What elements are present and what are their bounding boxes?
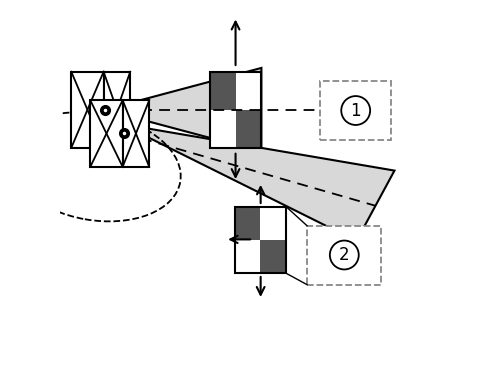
Bar xyxy=(210,72,262,148)
Bar xyxy=(235,207,286,273)
Text: 1: 1 xyxy=(350,101,361,119)
Text: 2: 2 xyxy=(339,246,349,264)
Bar xyxy=(307,226,381,285)
Bar xyxy=(260,240,286,273)
Bar xyxy=(72,72,104,148)
Bar xyxy=(122,100,149,167)
Bar xyxy=(320,81,390,140)
Bar xyxy=(210,72,236,110)
Bar xyxy=(90,100,122,167)
Bar xyxy=(104,72,130,148)
Bar xyxy=(236,110,262,148)
Bar xyxy=(235,207,286,273)
Bar xyxy=(210,72,262,148)
Polygon shape xyxy=(124,129,394,241)
Polygon shape xyxy=(105,68,262,152)
Bar xyxy=(235,207,260,240)
